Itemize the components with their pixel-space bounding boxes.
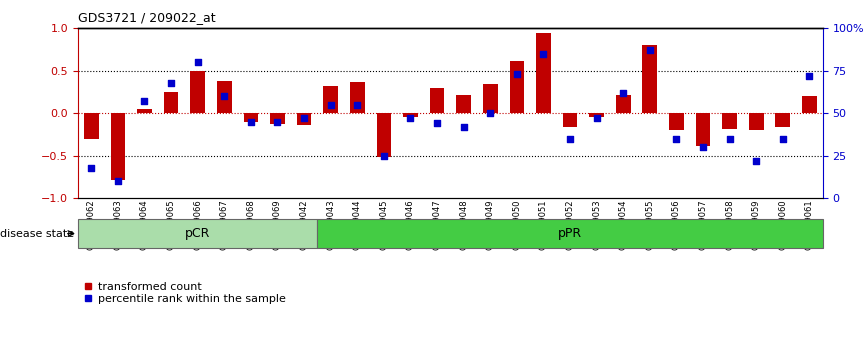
Point — [643, 47, 656, 53]
Bar — [403, 113, 417, 117]
Point — [217, 93, 231, 99]
Bar — [377, 113, 391, 158]
Bar — [317, 219, 823, 248]
Bar — [216, 81, 231, 113]
Bar — [164, 92, 178, 113]
Bar — [775, 113, 790, 127]
Point — [803, 73, 817, 79]
Bar — [563, 113, 578, 127]
Bar — [270, 113, 285, 124]
Bar — [111, 113, 126, 179]
Bar — [350, 82, 365, 113]
Point — [138, 98, 152, 104]
Point — [776, 136, 790, 142]
Point — [510, 72, 524, 77]
Bar — [78, 219, 317, 248]
Bar — [297, 113, 312, 125]
Point — [722, 136, 736, 142]
Text: GDS3721 / 209022_at: GDS3721 / 209022_at — [78, 11, 216, 24]
Bar — [722, 113, 737, 129]
Point — [191, 59, 204, 65]
Bar — [243, 113, 258, 122]
Point — [749, 158, 763, 164]
Bar — [669, 113, 684, 130]
Text: pPR: pPR — [558, 227, 582, 240]
Point — [164, 80, 178, 86]
Bar — [643, 45, 657, 113]
Bar — [430, 88, 444, 113]
Text: disease state: disease state — [0, 229, 74, 239]
Bar — [536, 33, 551, 113]
Point — [617, 90, 630, 96]
Point — [669, 136, 683, 142]
Point — [297, 115, 311, 121]
Bar — [616, 95, 630, 113]
Point — [590, 115, 604, 121]
Bar — [456, 95, 471, 113]
Bar — [749, 113, 764, 130]
Point — [483, 110, 497, 116]
Point — [696, 144, 710, 150]
Text: pCR: pCR — [185, 227, 210, 240]
Point — [456, 124, 470, 130]
Point — [84, 165, 98, 171]
Point — [111, 178, 125, 184]
Bar — [84, 113, 99, 139]
Bar — [323, 86, 338, 113]
Point — [430, 121, 444, 126]
Point — [270, 119, 284, 125]
Bar — [802, 96, 817, 113]
Bar — [509, 61, 524, 113]
Point — [350, 102, 364, 108]
Bar — [137, 109, 152, 113]
Legend: transformed count, percentile rank within the sample: transformed count, percentile rank withi… — [83, 282, 286, 304]
Bar — [589, 113, 604, 117]
Point — [563, 136, 577, 142]
Bar — [483, 84, 498, 113]
Point — [244, 119, 258, 125]
Point — [536, 51, 551, 57]
Bar — [191, 71, 205, 113]
Point — [324, 102, 338, 108]
Bar — [695, 113, 710, 145]
Point — [404, 115, 417, 121]
Point — [377, 153, 391, 159]
